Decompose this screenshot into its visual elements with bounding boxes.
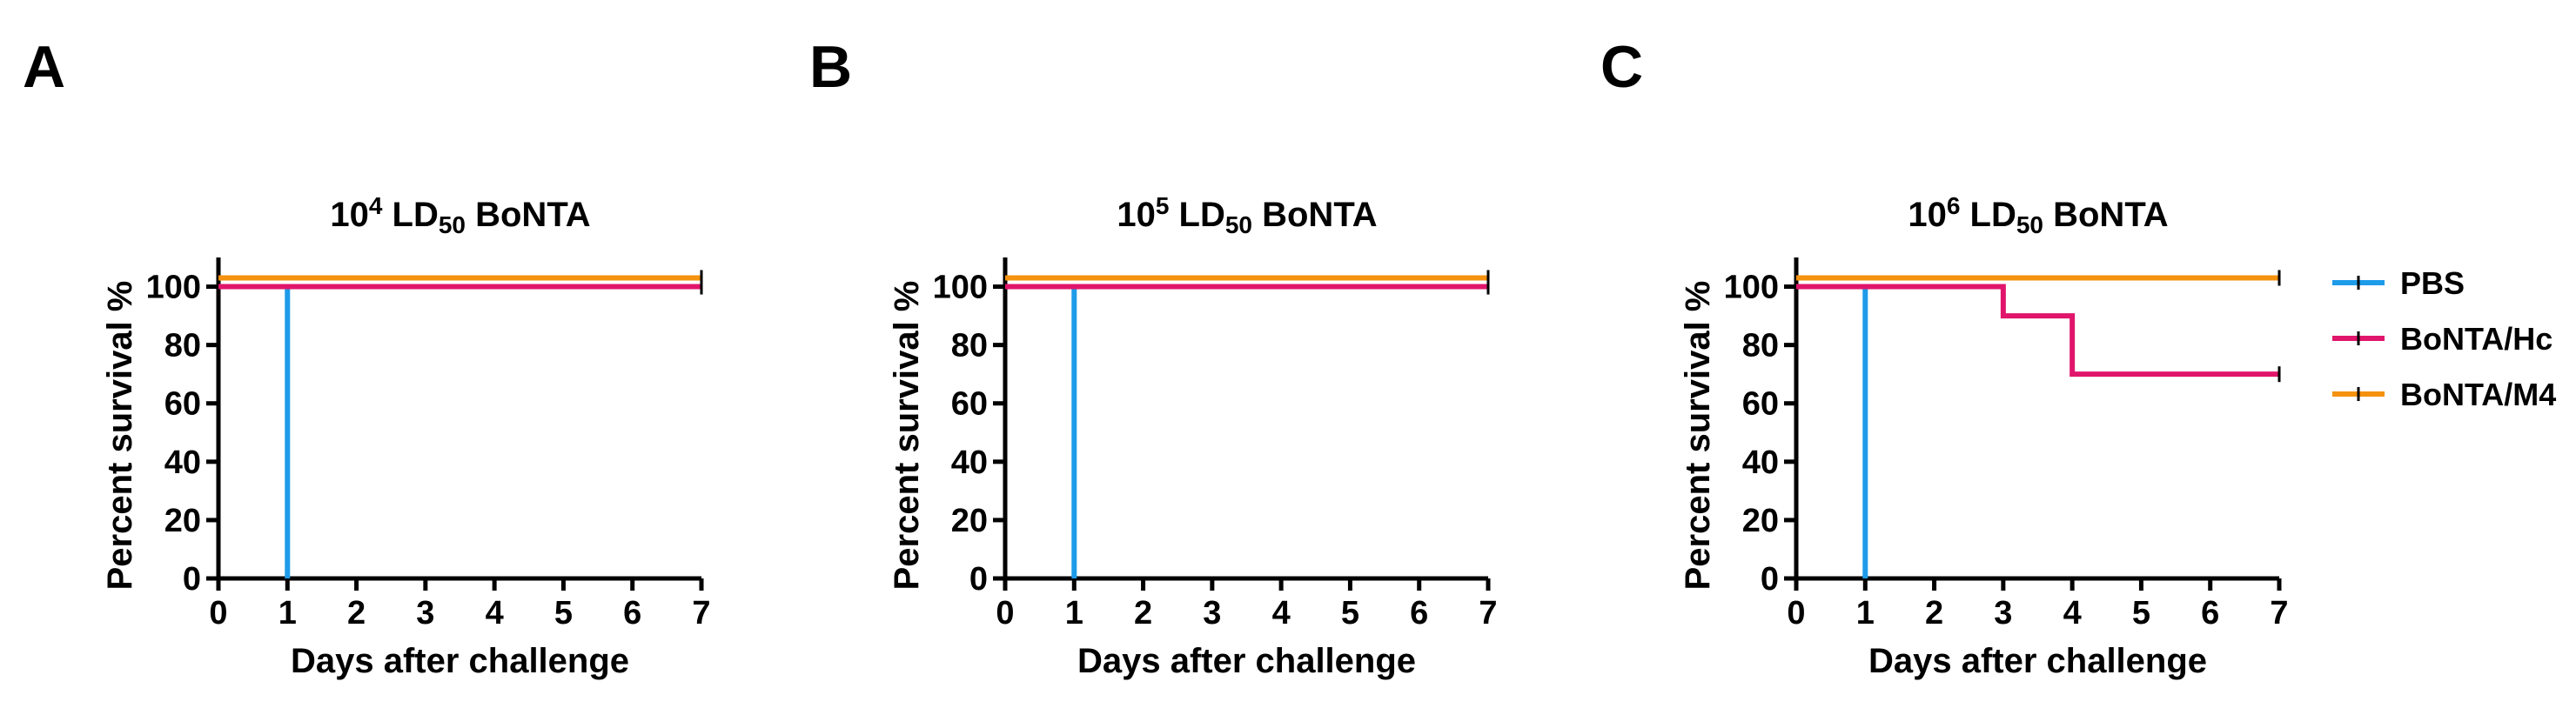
y-tick-label: 20 [1742,503,1779,539]
x-tick-label: 7 [2270,595,2288,631]
legend-label: BoNTA/Hc [2400,321,2553,357]
panel-letter: C [1600,34,1643,100]
x-tick-label: 4 [2063,595,2082,631]
survival-line [1796,284,1868,578]
chart-title: 106 LD50 BoNTA [1908,192,2168,238]
x-tick-label: 6 [623,595,641,631]
title-part: BoNTA [1252,196,1378,234]
x-tick-label: 0 [1787,595,1805,631]
x-tick-label: 1 [278,595,297,631]
x-tick-label: 5 [2132,595,2150,631]
x-tick-label: 0 [209,595,227,631]
title-part: 10 [1908,196,1947,234]
x-tick-label: 7 [1479,595,1497,631]
title-part: 50 [2016,211,2043,238]
title-part: LD [1169,196,1224,234]
y-axis-label: Percent survival % [888,281,926,591]
legend-label: PBS [2400,265,2465,301]
survival-line [1005,284,1077,578]
survival-line [218,284,291,578]
x-tick-label: 5 [1341,595,1359,631]
title-part: BoNTA [2043,196,2169,234]
y-tick-label: 0 [969,561,988,598]
x-tick-label: 7 [692,595,710,631]
y-tick-label: 80 [164,328,201,364]
x-tick-label: 3 [1203,595,1221,631]
x-tick-label: 6 [2201,595,2219,631]
y-tick-label: 100 [146,270,201,306]
y-tick-label: 60 [1742,386,1779,423]
x-tick-label: 1 [1856,595,1875,631]
x-tick-label: 4 [486,595,504,631]
y-tick-label: 0 [183,561,201,598]
title-part: BoNTA [466,196,591,234]
panel-letter: A [23,34,65,100]
x-tick-label: 0 [996,595,1014,631]
title-part: 10 [1117,196,1156,234]
title-part: 50 [1225,211,1252,238]
y-tick-label: 40 [1742,444,1779,481]
y-tick-label: 20 [951,503,988,539]
survival-line [1796,284,2279,378]
x-tick-label: 3 [416,595,434,631]
x-tick-label: 2 [1925,595,1943,631]
x-tick-label: 4 [1272,595,1291,631]
x-axis-label: Days after challenge [291,642,629,680]
y-tick-label: 80 [951,328,988,364]
title-part: 50 [439,211,466,238]
title-part: 6 [1947,192,1961,219]
x-tick-label: 2 [1134,595,1152,631]
y-tick-label: 100 [933,270,988,306]
legend-label: BoNTA/M4 [2400,377,2556,412]
x-tick-label: 6 [1410,595,1428,631]
x-tick-label: 2 [347,595,366,631]
title-part: 5 [1156,192,1170,219]
x-tick-label: 3 [1994,595,2012,631]
panel-letter: B [809,34,852,100]
y-axis-label: Percent survival % [1679,281,1717,591]
x-axis-label: Days after challenge [1077,642,1416,680]
chart-title: 105 LD50 BoNTA [1117,192,1377,238]
title-part: 10 [330,196,369,234]
x-axis-label: Days after challenge [1868,642,2207,680]
y-tick-label: 20 [164,503,201,539]
y-tick-label: 40 [951,444,988,481]
y-tick-label: 0 [1761,561,1779,598]
chart-title: 104 LD50 BoNTA [330,192,590,238]
y-axis-label: Percent survival % [101,281,139,591]
title-part: LD [382,196,438,234]
y-tick-label: 60 [951,386,988,423]
title-part: 4 [369,192,383,219]
title-part: LD [1960,196,2016,234]
y-tick-label: 60 [164,386,201,423]
y-tick-label: 40 [164,444,201,481]
x-tick-label: 5 [554,595,573,631]
y-tick-label: 100 [1724,270,1779,306]
x-tick-label: 1 [1065,595,1083,631]
y-tick-label: 80 [1742,328,1779,364]
